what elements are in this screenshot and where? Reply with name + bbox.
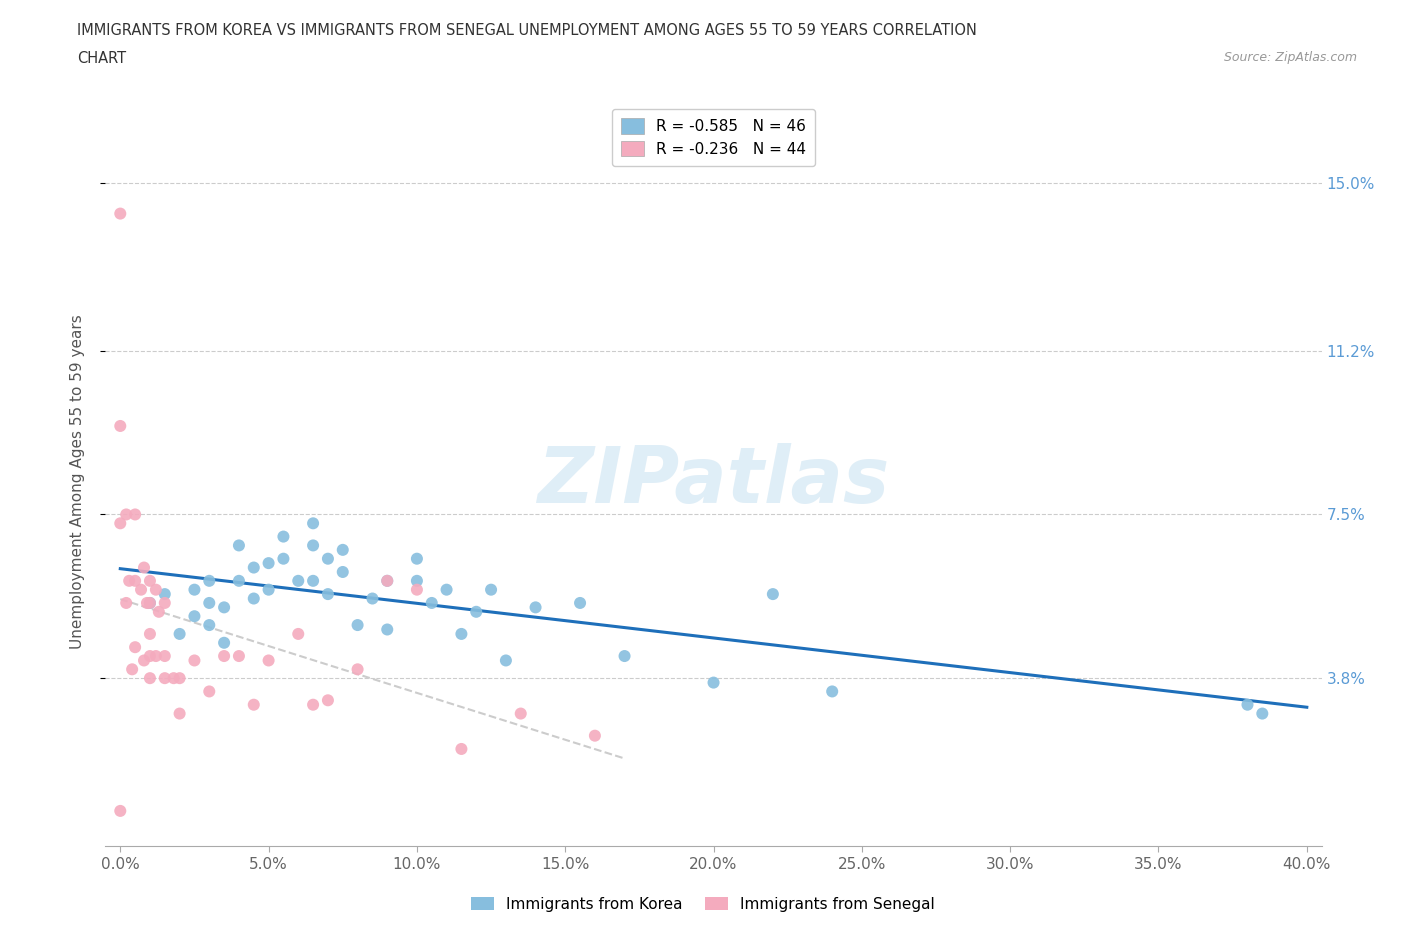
Point — [148, 604, 170, 619]
Point — [139, 648, 162, 663]
Point — [406, 551, 429, 566]
Point — [1236, 698, 1258, 712]
Point — [346, 662, 368, 677]
Point — [509, 706, 531, 721]
Point — [183, 609, 205, 624]
Point — [163, 671, 186, 685]
Point — [465, 604, 488, 619]
Point — [257, 582, 280, 597]
Legend: R = -0.585   N = 46, R = -0.236   N = 44: R = -0.585 N = 46, R = -0.236 N = 44 — [612, 110, 815, 166]
Point — [136, 595, 159, 610]
Point — [273, 551, 295, 566]
Point — [302, 698, 325, 712]
Point — [821, 684, 844, 698]
Point — [118, 574, 141, 589]
Point — [702, 675, 725, 690]
Point — [124, 507, 146, 522]
Point — [153, 671, 176, 685]
Point — [406, 574, 429, 589]
Point — [287, 627, 309, 642]
Point — [212, 635, 235, 650]
Point — [132, 653, 155, 668]
Point — [569, 595, 592, 610]
Point — [613, 648, 636, 663]
Point — [302, 516, 325, 531]
Point — [242, 560, 264, 575]
Point — [583, 728, 606, 743]
Point — [169, 671, 191, 685]
Legend: Immigrants from Korea, Immigrants from Senegal: Immigrants from Korea, Immigrants from S… — [464, 890, 942, 918]
Point — [375, 574, 398, 589]
Point — [495, 653, 517, 668]
Point — [346, 618, 368, 632]
Point — [145, 648, 167, 663]
Point — [198, 618, 221, 632]
Text: ZIPatlas: ZIPatlas — [537, 444, 890, 519]
Point — [273, 529, 295, 544]
Point — [762, 587, 785, 602]
Point — [242, 591, 264, 606]
Point — [332, 565, 354, 579]
Point — [316, 587, 339, 602]
Point — [242, 698, 264, 712]
Point — [169, 706, 191, 721]
Point — [153, 648, 176, 663]
Point — [110, 516, 132, 531]
Point — [139, 595, 162, 610]
Point — [228, 574, 250, 589]
Point — [361, 591, 384, 606]
Point — [129, 582, 152, 597]
Point — [115, 507, 138, 522]
Point — [375, 574, 398, 589]
Point — [450, 627, 472, 642]
Point — [169, 627, 191, 642]
Point — [287, 574, 309, 589]
Point — [332, 542, 354, 557]
Point — [124, 640, 146, 655]
Point — [257, 653, 280, 668]
Point — [132, 560, 155, 575]
Point — [183, 582, 205, 597]
Point — [139, 595, 162, 610]
Point — [145, 582, 167, 597]
Point — [406, 582, 429, 597]
Point — [450, 741, 472, 756]
Point — [198, 595, 221, 610]
Y-axis label: Unemployment Among Ages 55 to 59 years: Unemployment Among Ages 55 to 59 years — [70, 314, 84, 648]
Point — [212, 648, 235, 663]
Point — [316, 693, 339, 708]
Point — [524, 600, 547, 615]
Point — [110, 206, 132, 221]
Point — [110, 418, 132, 433]
Point — [436, 582, 458, 597]
Point — [1251, 706, 1274, 721]
Point — [228, 648, 250, 663]
Point — [110, 804, 132, 818]
Point — [115, 595, 138, 610]
Point — [198, 684, 221, 698]
Point — [124, 574, 146, 589]
Point — [302, 574, 325, 589]
Point — [121, 662, 143, 677]
Point — [257, 556, 280, 571]
Point — [302, 538, 325, 552]
Point — [183, 653, 205, 668]
Text: CHART: CHART — [77, 51, 127, 66]
Text: Source: ZipAtlas.com: Source: ZipAtlas.com — [1223, 51, 1357, 64]
Point — [139, 627, 162, 642]
Point — [479, 582, 502, 597]
Point — [139, 574, 162, 589]
Point — [198, 574, 221, 589]
Point — [153, 595, 176, 610]
Point — [375, 622, 398, 637]
Point — [316, 551, 339, 566]
Point — [420, 595, 443, 610]
Point — [228, 538, 250, 552]
Text: IMMIGRANTS FROM KOREA VS IMMIGRANTS FROM SENEGAL UNEMPLOYMENT AMONG AGES 55 TO 5: IMMIGRANTS FROM KOREA VS IMMIGRANTS FROM… — [77, 23, 977, 38]
Point — [139, 671, 162, 685]
Point — [212, 600, 235, 615]
Point — [153, 587, 176, 602]
